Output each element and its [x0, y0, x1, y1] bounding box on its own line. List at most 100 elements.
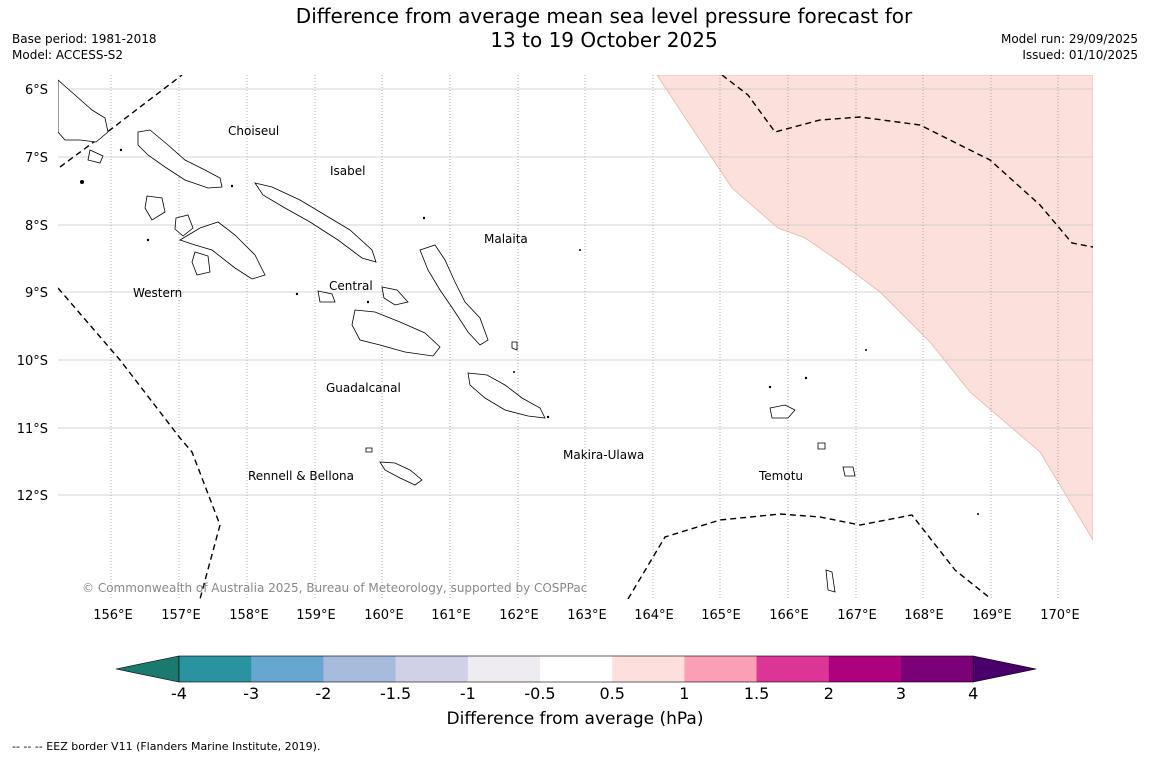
guadalcanal-island	[351, 309, 441, 357]
isabel-island	[254, 182, 377, 263]
lat-label: 10°S	[17, 354, 48, 369]
colorbar-segment	[684, 656, 758, 682]
colorbar-segment	[540, 656, 613, 682]
vella-lavella-island	[144, 195, 166, 221]
lon-label: 158°E	[229, 608, 269, 623]
lat-label: 9°S	[25, 286, 48, 301]
islet	[546, 415, 550, 419]
region-label-isabel: Isabel	[330, 164, 365, 178]
region-label-malaita: Malaita	[484, 232, 528, 246]
tikopia-island	[825, 569, 836, 593]
lon-label: 168°E	[904, 608, 944, 623]
lat-label: 6°S	[25, 83, 48, 98]
islet	[977, 513, 979, 515]
makira-island	[467, 372, 546, 419]
colorbar-segment	[323, 656, 397, 682]
lon-label: 157°E	[161, 608, 201, 623]
colorbar-tick-label: 1	[679, 684, 689, 703]
title-line-1: Difference from average mean sea level p…	[295, 4, 913, 28]
chart-title: Difference from average mean sea level p…	[0, 4, 1150, 52]
islet	[804, 376, 808, 380]
ulawa-island	[511, 341, 518, 351]
lat-label: 8°S	[25, 219, 48, 234]
islet	[80, 180, 84, 184]
lon-label: 167°E	[837, 608, 877, 623]
lon-label: 169°E	[972, 608, 1012, 623]
florida-islands	[317, 290, 336, 303]
islet	[865, 349, 867, 351]
lon-label: 162°E	[499, 608, 539, 623]
lat-label: 11°S	[17, 422, 48, 437]
colorbar-extend-low	[115, 655, 180, 683]
colorbar-tick-label: -4	[171, 684, 187, 703]
vanikoro-island	[842, 466, 856, 477]
region-label-makira-ulawa: Makira-Ulawa	[563, 448, 644, 462]
colorbar-tick-label: -1	[460, 684, 476, 703]
eez-border-west	[59, 75, 183, 168]
model-name: Model: ACCESS-S2	[12, 48, 124, 62]
lon-label: 163°E	[567, 608, 607, 623]
bellona-island	[365, 447, 373, 453]
lon-label: 166°E	[769, 608, 809, 623]
islet	[768, 385, 772, 389]
islet	[230, 184, 234, 188]
colorbar	[115, 655, 1037, 683]
small-islets	[80, 148, 979, 515]
region-label-choiseul: Choiseul	[228, 124, 279, 138]
region-label-rennell-bellona: Rennell & Bellona	[248, 469, 354, 483]
lon-label: 159°E	[296, 608, 336, 623]
utupua-island	[817, 442, 826, 450]
colorbar-segment	[395, 656, 469, 682]
lat-label: 12°S	[17, 489, 48, 504]
islands	[58, 79, 856, 593]
colorbar-tick-label: 0.5	[599, 684, 624, 703]
lon-axis-labels: 156°E 157°E 158°E 159°E 160°E 161°E 162°…	[93, 608, 1080, 623]
lat-gridlines	[58, 88, 1093, 496]
santa-cruz-island	[769, 404, 796, 419]
colorbar-label: Difference from average (hPa)	[446, 709, 704, 729]
issued-date: Issued: 01/10/2025	[1022, 48, 1138, 62]
islet	[422, 216, 426, 220]
islet	[146, 238, 150, 242]
region-label-central: Central	[329, 279, 373, 293]
copyright-notice: © Commonwealth of Australia 2025, Bureau…	[82, 581, 587, 595]
choiseul-island	[137, 129, 223, 189]
title-line-2: 13 to 19 October 2025	[490, 28, 718, 52]
meta-right: Model run: 29/09/2025 Issued: 01/10/2025	[1001, 31, 1138, 63]
anomaly-region-positive	[656, 75, 1093, 541]
eez-borders	[58, 75, 1093, 599]
model-run: Model run: 29/09/2025	[1000, 32, 1138, 46]
russell-islands	[381, 286, 409, 306]
colorbar-tick-label: 4	[968, 684, 978, 703]
region-label-temotu: Temotu	[758, 469, 803, 483]
islet	[366, 300, 370, 304]
new-georgia-island	[179, 221, 266, 280]
colorbar-segment	[612, 656, 685, 682]
meta-left: Base period: 1981-2018 Model: ACCESS-S2	[12, 31, 157, 63]
region-label-guadalcanal: Guadalcanal	[326, 381, 401, 395]
colorbar-extend-high	[972, 655, 1037, 683]
lat-label: 7°S	[25, 151, 48, 166]
colorbar-tick-label: -2	[315, 684, 331, 703]
colorbar-segment	[901, 656, 974, 682]
region-label-western: Western	[133, 286, 182, 300]
islet	[513, 371, 515, 373]
region-labels: Choiseul Isabel Malaita Western Central …	[133, 124, 803, 483]
colorbar-segment	[756, 656, 830, 682]
colorbar-tick-label: 1.5	[744, 684, 769, 703]
buka-island	[87, 149, 104, 164]
colorbar-tick-labels: -4 -3 -2 -1.5 -1 -0.5 0.5 1 1.5 2 3 4	[171, 684, 978, 703]
colorbar-tick-label: 3	[896, 684, 906, 703]
map-area: Choiseul Isabel Malaita Western Central …	[58, 75, 1093, 599]
base-period: Base period: 1981-2018	[12, 32, 157, 46]
eez-border-south	[627, 513, 991, 599]
islet	[579, 249, 581, 251]
islet	[119, 148, 123, 152]
rendova-island	[191, 251, 211, 276]
footnote: -- -- -- EEZ border V11 (Flanders Marine…	[12, 740, 321, 753]
eez-border-southwest	[58, 287, 221, 599]
malaita-island	[419, 244, 489, 346]
colorbar-tick-label: 2	[824, 684, 834, 703]
lon-label: 164°E	[634, 608, 674, 623]
